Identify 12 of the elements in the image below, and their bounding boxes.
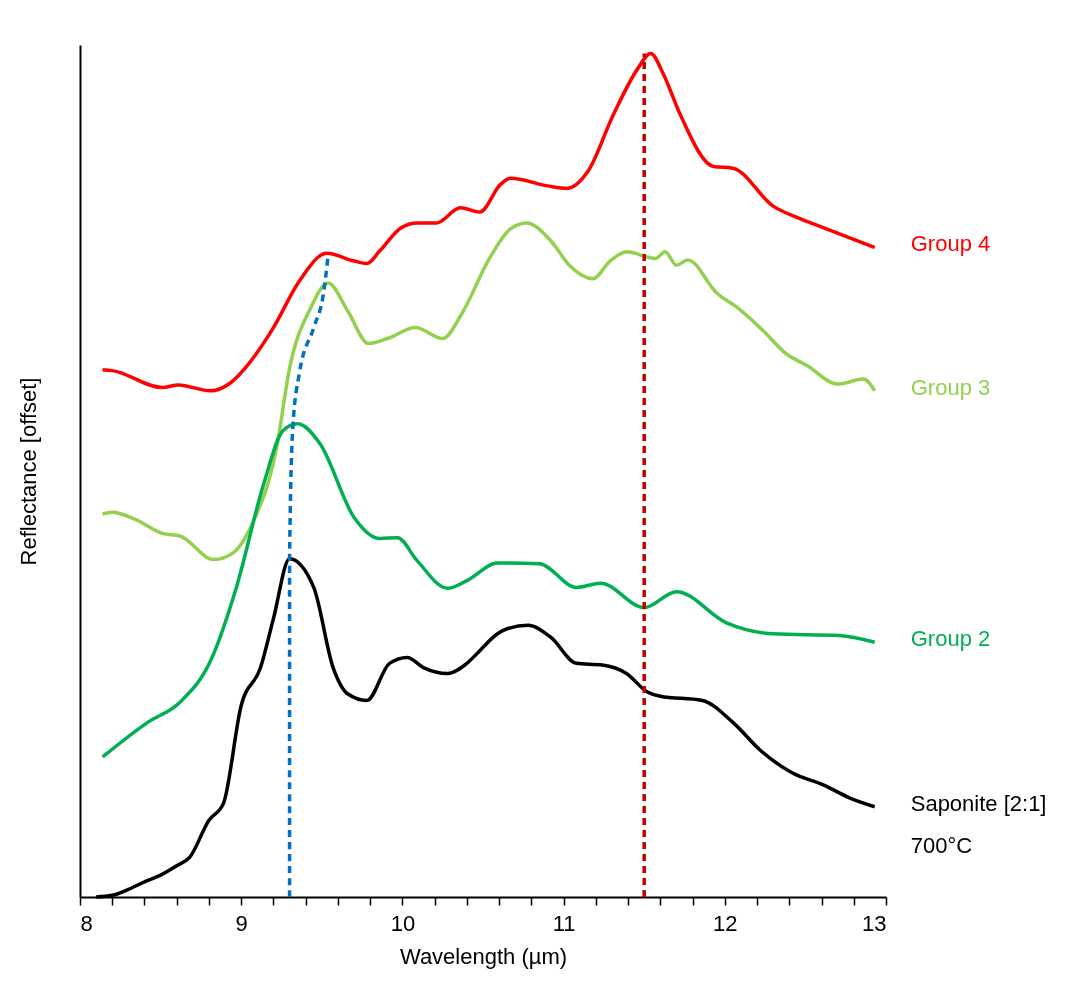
- series-label: Group 4: [910, 231, 991, 257]
- x-tick-label: 10: [390, 910, 416, 936]
- x-tick-label: 13: [862, 910, 887, 936]
- x-tick-label: 12: [713, 910, 738, 936]
- x-axis-title: Wavelength (µm): [399, 943, 568, 969]
- series-label: Group 3: [910, 374, 991, 400]
- x-tick-label: 11: [552, 910, 576, 936]
- series-label: Group 2: [910, 626, 991, 652]
- x-tick-label: 8: [80, 910, 93, 936]
- series-label: Saponite [2:1] 700°C: [910, 790, 1047, 858]
- x-tick-label: 9: [235, 910, 248, 936]
- y-axis-title: Reflectance [offset]: [15, 377, 41, 566]
